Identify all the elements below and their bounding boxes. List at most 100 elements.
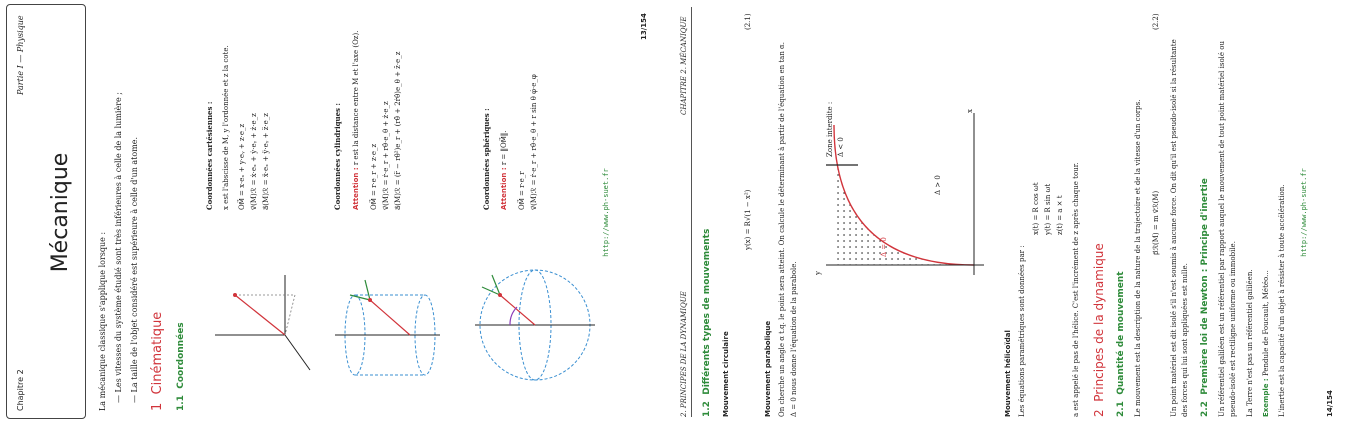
inertia-text: L'inertie est la capacité d'un objet à r…	[1278, 184, 1286, 417]
part-label: Partie I — Physique	[16, 15, 25, 95]
subsection-2-2-title: Première loi de Newton : Principe d'iner…	[1200, 178, 1210, 395]
circular-eqnum: (2.1)	[744, 13, 752, 30]
parabolic-title: Mouvement parabolique	[764, 320, 772, 417]
bullet-2-text: La taille de l'objet considéré est supér…	[130, 136, 139, 393]
parabolic-text-1: On cherche un angle α t.q. le point sera…	[778, 42, 786, 417]
spherical-eq-2: v⃗(M)ℛ = ṙ·e_r + rθ̇·e_θ + r sin θ φ̇·e_…	[530, 74, 538, 210]
cartesian-figure	[215, 275, 311, 371]
helical-desc: Les équations paramétriques sont données…	[1018, 245, 1026, 417]
cartesian-eq-1: OM⃗ = x·eₓ + y·eᵧ + z·e_z	[238, 123, 246, 210]
om-vector	[234, 294, 286, 336]
page-number-14: 14/154	[1326, 390, 1334, 417]
intro-text: La mécanique classique s'applique lorsqu…	[98, 231, 107, 411]
header-rule	[691, 7, 692, 417]
page-13: Chapitre 2 Partie I — Physique Mécanique…	[6, 4, 648, 419]
er-vector	[364, 279, 371, 301]
forbidden-zone-condition: Δ < 0	[837, 137, 845, 157]
qdm-eqnum: (2.2)	[1152, 13, 1160, 30]
theta-arc	[509, 306, 518, 326]
projection-dash-2	[284, 294, 296, 336]
parabolic-text-2: Δ = 0 nous donne l'équation de la parabo…	[790, 261, 798, 417]
bullet-2: — La taille de l'objet considéré est sup…	[130, 136, 139, 403]
subsection-1-2-title: Différents types de mouvements	[702, 228, 712, 395]
subsection-2-1-title: Quantité de mouvement	[1116, 271, 1126, 395]
forbidden-zone-label: Zone interdite :	[826, 101, 834, 157]
point-m-cyl	[368, 298, 372, 302]
helical-title: Mouvement hélicoïdal	[1004, 330, 1012, 417]
subsection-1-2-num: 1.2	[702, 401, 712, 417]
chapter-label: Chapitre 2	[16, 369, 25, 411]
etheta-vector-sph	[481, 286, 501, 296]
bullet-1: — Les vitesses du système étudié sont tr…	[114, 92, 123, 403]
cylindrical-attention-line: Attention : r est la distance entre M et…	[352, 31, 360, 210]
example-label: Exemple :	[1262, 378, 1270, 417]
circular-title: Mouvement circulaire	[722, 331, 730, 417]
er-vector-sph	[491, 274, 501, 296]
spherical-eq-1: OM⃗ = r·e_r	[518, 171, 526, 210]
spherical-title: Coordonnées sphériques :	[482, 108, 491, 210]
delta-positive-label: Δ > 0	[934, 175, 942, 195]
isole-text-1: Un point matériel est dit isolé s'il n'e…	[1170, 39, 1178, 417]
subsection-1-1-num: 1.1	[176, 395, 186, 411]
etheta-vector	[349, 294, 371, 301]
helical-eq-1: x(t) = R cos ωt	[1032, 182, 1040, 235]
cartesian-desc: x est l'abscisse de M, y l'ordonnée et z…	[222, 45, 230, 210]
parabola-curve	[833, 124, 975, 266]
page-number-13: 13/154	[640, 13, 648, 40]
spherical-attention: Attention :	[500, 167, 508, 210]
point-m	[233, 293, 237, 297]
chapter-title: Mécanique	[48, 152, 73, 273]
cartesian-eq-3: a⃗(M)ℛ = ẍ·eₓ + ÿ·eᵧ + z̈·e_z	[262, 113, 270, 210]
section-1-title: Cinématique	[150, 311, 165, 395]
helical-eq-2: y(t) = R sin ωt	[1044, 183, 1052, 235]
cylindrical-desc: r est la distance entre M et l'axe (Oz).	[352, 30, 360, 166]
example-text: Pendule de Foucault, Météo...	[1262, 270, 1270, 377]
delta-zero-label: Δ = 0	[880, 237, 888, 257]
cylindrical-eq-2: v⃗(M)ℛ = ṙ·e_r + rθ̇·e_θ + ż·e_z	[382, 101, 390, 210]
helical-eq-3: z(t) = a × t	[1056, 195, 1064, 235]
parabola-diagram	[826, 113, 984, 275]
subsection-2-2-num: 2.2	[1200, 401, 1210, 417]
isole-text-2: des forces qui lui sont appliquées est n…	[1181, 263, 1189, 417]
page-14: 2. PRINCIPES DE LA DYNAMIQUE CHAPITRE 2.…	[674, 0, 1348, 425]
cylindrical-eq-1: OM⃗ = r·e_r + z·e_z	[370, 143, 378, 210]
footer-url-link[interactable]: http://www.ph-suet.fr	[602, 168, 610, 257]
spherical-figure	[475, 269, 595, 381]
spherical-attention-line: Attention : r = ‖OM⃗‖.	[500, 130, 508, 210]
cartesian-title: Coordonnées cartésiennes :	[205, 101, 214, 210]
diagram-y-label: y	[814, 271, 822, 275]
galilean-text-2: pseudo-isolé est rectiligne uniforme ou …	[1229, 241, 1237, 417]
cartesian-eq-2: v⃗(M)ℛ = ẋ·eₓ + ẏ·eᵧ + ż·e_z	[250, 113, 258, 210]
subsection-2-1-heading: 2.1 Quantité de mouvement	[1116, 271, 1126, 417]
galilean-text-1: Un référentiel galiléen est un référenti…	[1218, 40, 1226, 417]
sphere-equator	[518, 269, 552, 381]
section-2-num: 2	[1092, 409, 1106, 417]
section-2-title: Principes de la dynamique	[1092, 243, 1106, 402]
helical-pas-text: a est appelé le pas de l'hélice. C'est l…	[1072, 162, 1080, 417]
running-header-left: 2. PRINCIPES DE LA DYNAMIQUE	[680, 291, 688, 417]
footer-url-link-2[interactable]: http://www.ph-suet.fr	[1300, 168, 1308, 257]
subsection-1-2-heading: 1.2 Différents types de mouvements	[702, 229, 712, 417]
section-1-num: 1	[150, 402, 165, 411]
x-axis	[284, 334, 311, 371]
section-2-heading: 2 Principes de la dynamique	[1092, 243, 1106, 417]
earth-text: La Terre n'est pas un référentiel galilé…	[1246, 269, 1254, 417]
cylindrical-title: Coordonnées cylindriques :	[333, 102, 342, 210]
om-vector-sph	[499, 294, 536, 326]
cylindrical-attention: Attention :	[352, 167, 360, 210]
point-m-sph	[498, 293, 502, 297]
circular-equation: y(x) = R√(1 − x²)	[744, 189, 752, 250]
bullet-1-text: Les vitesses du système étudié sont très…	[114, 92, 123, 393]
cylindrical-eq-3: a⃗(M)ℛ = (r̈ − rθ̇²)e_r + (rθ̈ + 2ṙθ̇)e_…	[394, 51, 402, 210]
spherical-desc: r = ‖OM⃗‖.	[500, 130, 508, 166]
qdm-equation: p⃗ℛ(M) = m v⃗ℛ(M)	[1152, 190, 1160, 255]
subsection-2-1-num: 2.1	[1116, 401, 1126, 417]
cylindrical-figure	[335, 279, 440, 376]
diagram-x-label: x	[966, 109, 974, 113]
example-line: Exemple : Pendule de Foucault, Météo...	[1262, 270, 1270, 417]
subsection-1-1-heading: 1.1 Coordonnées	[176, 322, 186, 411]
qdm-text: Le mouvement est la description de la na…	[1134, 99, 1142, 417]
running-header-right: CHAPITRE 2. MÉCANIQUE	[680, 16, 688, 116]
